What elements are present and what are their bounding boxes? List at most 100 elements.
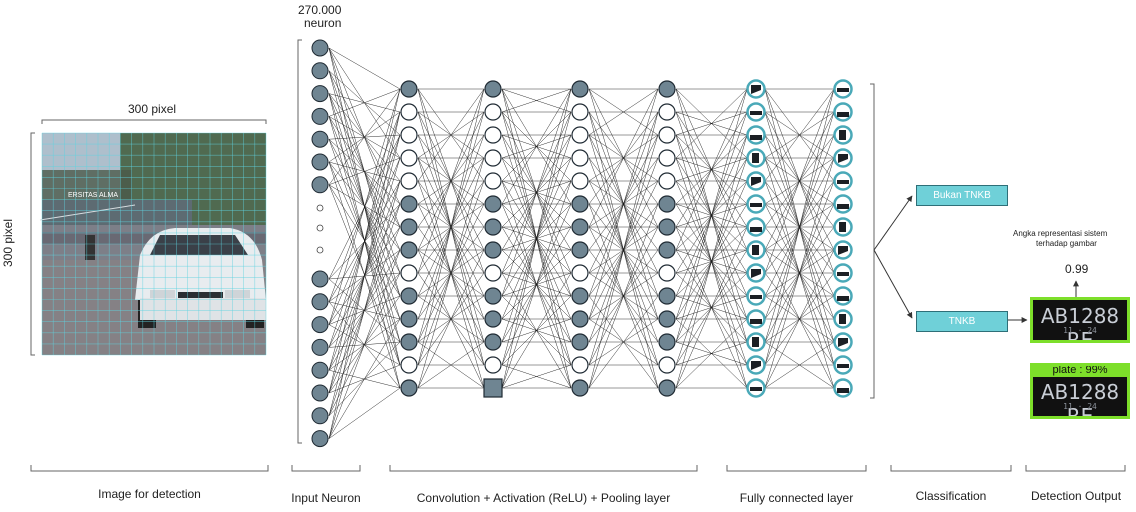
connection-line (328, 47, 401, 90)
input-neuron (311, 39, 329, 57)
feature-glyph (750, 295, 762, 299)
feature-glyph (837, 180, 849, 184)
conv-neuron (400, 241, 418, 259)
conv-neuron (571, 218, 589, 236)
conv-neuron (571, 287, 589, 305)
result-plate-subtext: 11 · 24 (1063, 402, 1097, 411)
input-neuron (311, 384, 329, 402)
conv-neuron (400, 218, 418, 236)
input-neuron-count: 270.000 (298, 3, 342, 17)
conv-neuron (484, 126, 502, 144)
connection-line (588, 111, 659, 389)
input-neuron (311, 407, 329, 425)
feature-glyph (837, 112, 849, 117)
connection-line (328, 111, 401, 439)
feature-glyph (837, 296, 849, 301)
conv-neuron (658, 195, 676, 213)
conv-neuron (484, 264, 502, 282)
score-note-line2: terhadap gambar (1036, 239, 1097, 248)
feature-glyph (839, 130, 846, 140)
conv-neuron (658, 287, 676, 305)
connection-line (417, 157, 485, 389)
width-bracket (41, 119, 267, 124)
connection-line (675, 318, 748, 389)
connection-line (764, 88, 835, 366)
input-neuron (311, 430, 329, 448)
connection-line (675, 134, 748, 389)
connection-line (501, 272, 572, 389)
connection-line (501, 180, 572, 389)
connection-line (328, 88, 401, 394)
connection-line (764, 157, 835, 389)
connection-line (764, 88, 835, 274)
feature-glyph (837, 364, 849, 368)
connection-line (588, 88, 659, 320)
feature-glyph (837, 88, 849, 92)
conv-neuron (400, 126, 418, 144)
connection-line (501, 88, 572, 205)
conv-neuron (571, 172, 589, 190)
input-neuron (311, 293, 329, 311)
conv-neuron (400, 195, 418, 213)
feature-glyph (750, 135, 762, 140)
feature-glyph (750, 227, 762, 232)
class-label-positive: TNKB (948, 316, 976, 327)
input-neuron (311, 270, 329, 288)
feature-glyph (838, 246, 848, 255)
ellipsis-dot (316, 246, 324, 254)
network-connections (328, 47, 835, 439)
section-label-classification: Classification (915, 489, 987, 503)
conv-neuron (400, 149, 418, 167)
connection-line (764, 88, 835, 182)
input-neuron (311, 85, 329, 103)
image-width-label: 300 pixel (128, 102, 177, 116)
connection-line (501, 88, 572, 389)
conv-neuron (571, 149, 589, 167)
connection-line (675, 226, 748, 389)
connection-line (328, 249, 401, 439)
input-neuron (311, 130, 329, 148)
conv-neuron (658, 218, 676, 236)
conv-neuron (400, 264, 418, 282)
feature-glyph (751, 269, 761, 278)
conv-neuron (400, 287, 418, 305)
conv-neuron (658, 310, 676, 328)
detection-tag: plate : 99% (1033, 366, 1127, 377)
input-neuron (311, 107, 329, 125)
conv-neuron (658, 149, 676, 167)
section-label-conv: Convolution + Activation (ReLU) + Poolin… (416, 491, 671, 505)
arrow-to-negative-class (873, 195, 913, 251)
conv-neuron (484, 195, 502, 213)
conv-neuron (571, 103, 589, 121)
connection-line (675, 88, 748, 343)
connection-line (328, 387, 401, 439)
feature-glyph (838, 154, 848, 163)
connection-line (764, 341, 835, 389)
connection-line (328, 88, 401, 185)
connection-line (328, 88, 401, 117)
connection-line (417, 88, 485, 274)
conv-neuron (484, 333, 502, 351)
section-label-fc: Fully connected layer (739, 491, 854, 505)
feature-glyph (751, 361, 761, 370)
conv-neuron (571, 379, 589, 397)
conv-neuron (484, 149, 502, 167)
conv-neuron (658, 241, 676, 259)
section-brackets (30, 465, 1126, 472)
conv-neuron (658, 356, 676, 374)
section-label-output: Detection Output (1030, 489, 1122, 503)
connection-line (328, 157, 401, 186)
network-neurons (311, 39, 853, 448)
input-neuron (311, 153, 329, 171)
pooling-unit (483, 378, 503, 398)
feature-glyph (839, 222, 846, 232)
feature-glyph (752, 245, 759, 255)
feature-glyph (750, 111, 762, 115)
feature-glyph (751, 177, 761, 186)
connection-line (675, 88, 748, 251)
connection-line (588, 88, 659, 136)
conv-neuron (658, 333, 676, 351)
connection-line (328, 318, 401, 439)
conv-neuron (400, 80, 418, 98)
